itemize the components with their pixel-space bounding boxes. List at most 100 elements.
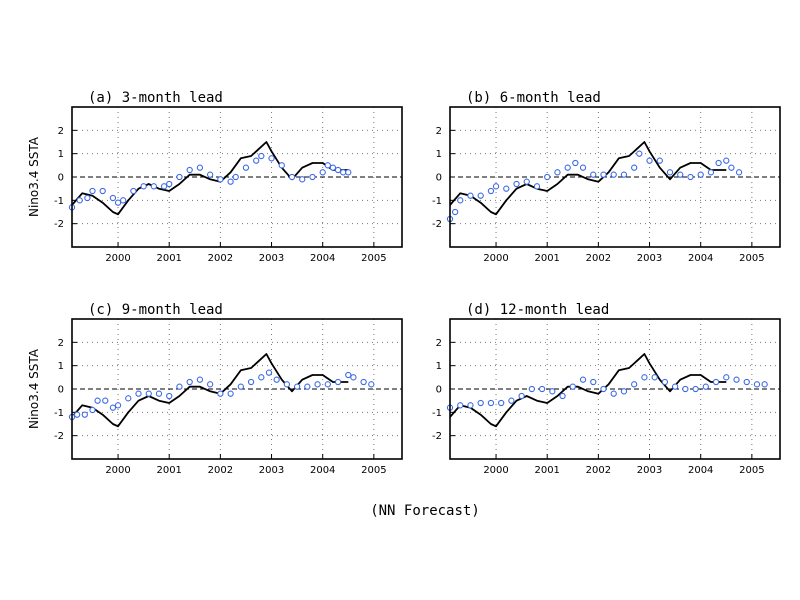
forecast-point [518, 392, 525, 400]
forecast-point [227, 390, 234, 397]
y-tick-label: -2 [432, 431, 442, 442]
forecast-point [258, 374, 265, 381]
forecast-point [360, 378, 367, 386]
forecast-point [528, 385, 536, 393]
y-tick-label: 2 [58, 126, 64, 137]
forecast-point [631, 164, 638, 171]
forecast-point [451, 208, 459, 216]
x-tick-label: 2005 [361, 465, 386, 476]
forecast-point [761, 381, 768, 388]
forecast-point [487, 187, 495, 195]
forecast-point [140, 183, 147, 190]
forecast-point [324, 381, 331, 388]
x-tick-label: 2001 [534, 253, 559, 264]
forecast-point [697, 171, 704, 178]
forecast-point [196, 164, 204, 171]
forecast-point [314, 381, 321, 388]
forecast-point [81, 411, 88, 418]
forecast-point [217, 390, 224, 397]
forecast-point [687, 173, 694, 181]
forecast-point [268, 155, 275, 162]
y-tick-label: 2 [58, 338, 64, 349]
forecast-point [620, 388, 628, 395]
panel-title: (b) 6-month lead [466, 90, 601, 106]
panel-title: (c) 9-month lead [88, 302, 223, 318]
x-tick-label: 2002 [208, 465, 233, 476]
forecast-point [723, 374, 730, 381]
x-tick-label: 2003 [637, 465, 662, 476]
forecast-point [477, 399, 484, 407]
forecast-point [350, 374, 357, 381]
chart-panel-2: 2000 2001 2002 2003 2004 2005 -2 -1 0 1 2 (c) 9-mon… [27, 302, 403, 476]
forecast-point [610, 390, 617, 397]
plot-frame [71, 318, 403, 460]
y-tick-label: 2 [436, 126, 442, 137]
forecast-point [186, 378, 193, 386]
forecast-point [671, 383, 679, 390]
forecast-point [656, 157, 663, 164]
forecast-point [498, 399, 505, 407]
forecast-point [130, 187, 137, 195]
y-tick-label: 0 [58, 385, 64, 396]
y-tick-label: -2 [54, 219, 64, 230]
forecast-point [590, 171, 597, 178]
forecast-point [273, 376, 280, 383]
observed-line [449, 141, 727, 216]
forecast-point [283, 381, 291, 388]
y-tick-label: 1 [436, 361, 442, 372]
forecast-point [102, 397, 109, 404]
forecast-point [345, 169, 352, 176]
forecast-point [590, 378, 597, 386]
forecast-point [278, 162, 285, 169]
x-tick-label: 2004 [310, 253, 335, 264]
y-tick-label: 1 [436, 149, 442, 160]
plot-frame [71, 106, 403, 248]
forecast-point [176, 383, 183, 390]
forecast-point [579, 376, 587, 383]
forecast-point [109, 404, 117, 411]
forecast-point [319, 169, 326, 176]
x-tick-label: 2005 [739, 465, 764, 476]
x-tick-label: 2004 [310, 465, 335, 476]
x-tick-label: 2000 [105, 465, 130, 476]
forecast-point [600, 171, 607, 178]
forecast-point [253, 157, 260, 164]
forecast-point [743, 378, 750, 386]
x-tick-label: 2005 [361, 253, 386, 264]
forecast-point [114, 402, 122, 409]
forecast-point [554, 169, 561, 176]
forecast-point [513, 180, 520, 188]
chart-panel-1: 2000 2001 2002 2003 2004 2005 -2 -1 0 1 2 (b) 6-mon… [432, 90, 781, 264]
y-tick-label: 1 [58, 149, 64, 160]
y-tick-label: 2 [436, 338, 442, 349]
y-tick-label: -2 [432, 219, 442, 230]
forecast-point [707, 169, 715, 176]
x-tick-label: 2001 [156, 465, 181, 476]
forecast-point [467, 402, 474, 409]
x-tick-label: 2001 [156, 253, 181, 264]
forecast-point [715, 159, 722, 167]
x-tick-label: 2000 [105, 253, 130, 264]
x-tick-label: 2004 [688, 253, 713, 264]
forecast-point [457, 402, 464, 409]
forecast-point [155, 390, 163, 397]
forecast-point [237, 383, 244, 390]
forecast-point [533, 183, 541, 190]
y-tick-label: 0 [58, 173, 64, 184]
forecast-point [735, 169, 743, 176]
y-tick-label: -1 [432, 408, 442, 419]
forecast-point [329, 164, 337, 171]
forecast-point [340, 169, 347, 176]
forecast-point [733, 376, 740, 383]
figure-footer: (NN Forecast) [370, 503, 480, 519]
forecast-point [217, 176, 224, 183]
forecast-point [610, 171, 617, 178]
forecast-point [620, 171, 628, 178]
forecast-point [661, 378, 669, 386]
forecast-point [293, 383, 301, 390]
forecast-point [636, 150, 643, 157]
forecast-point [232, 173, 239, 181]
forecast-point [467, 192, 474, 199]
forecast-point [651, 374, 658, 381]
